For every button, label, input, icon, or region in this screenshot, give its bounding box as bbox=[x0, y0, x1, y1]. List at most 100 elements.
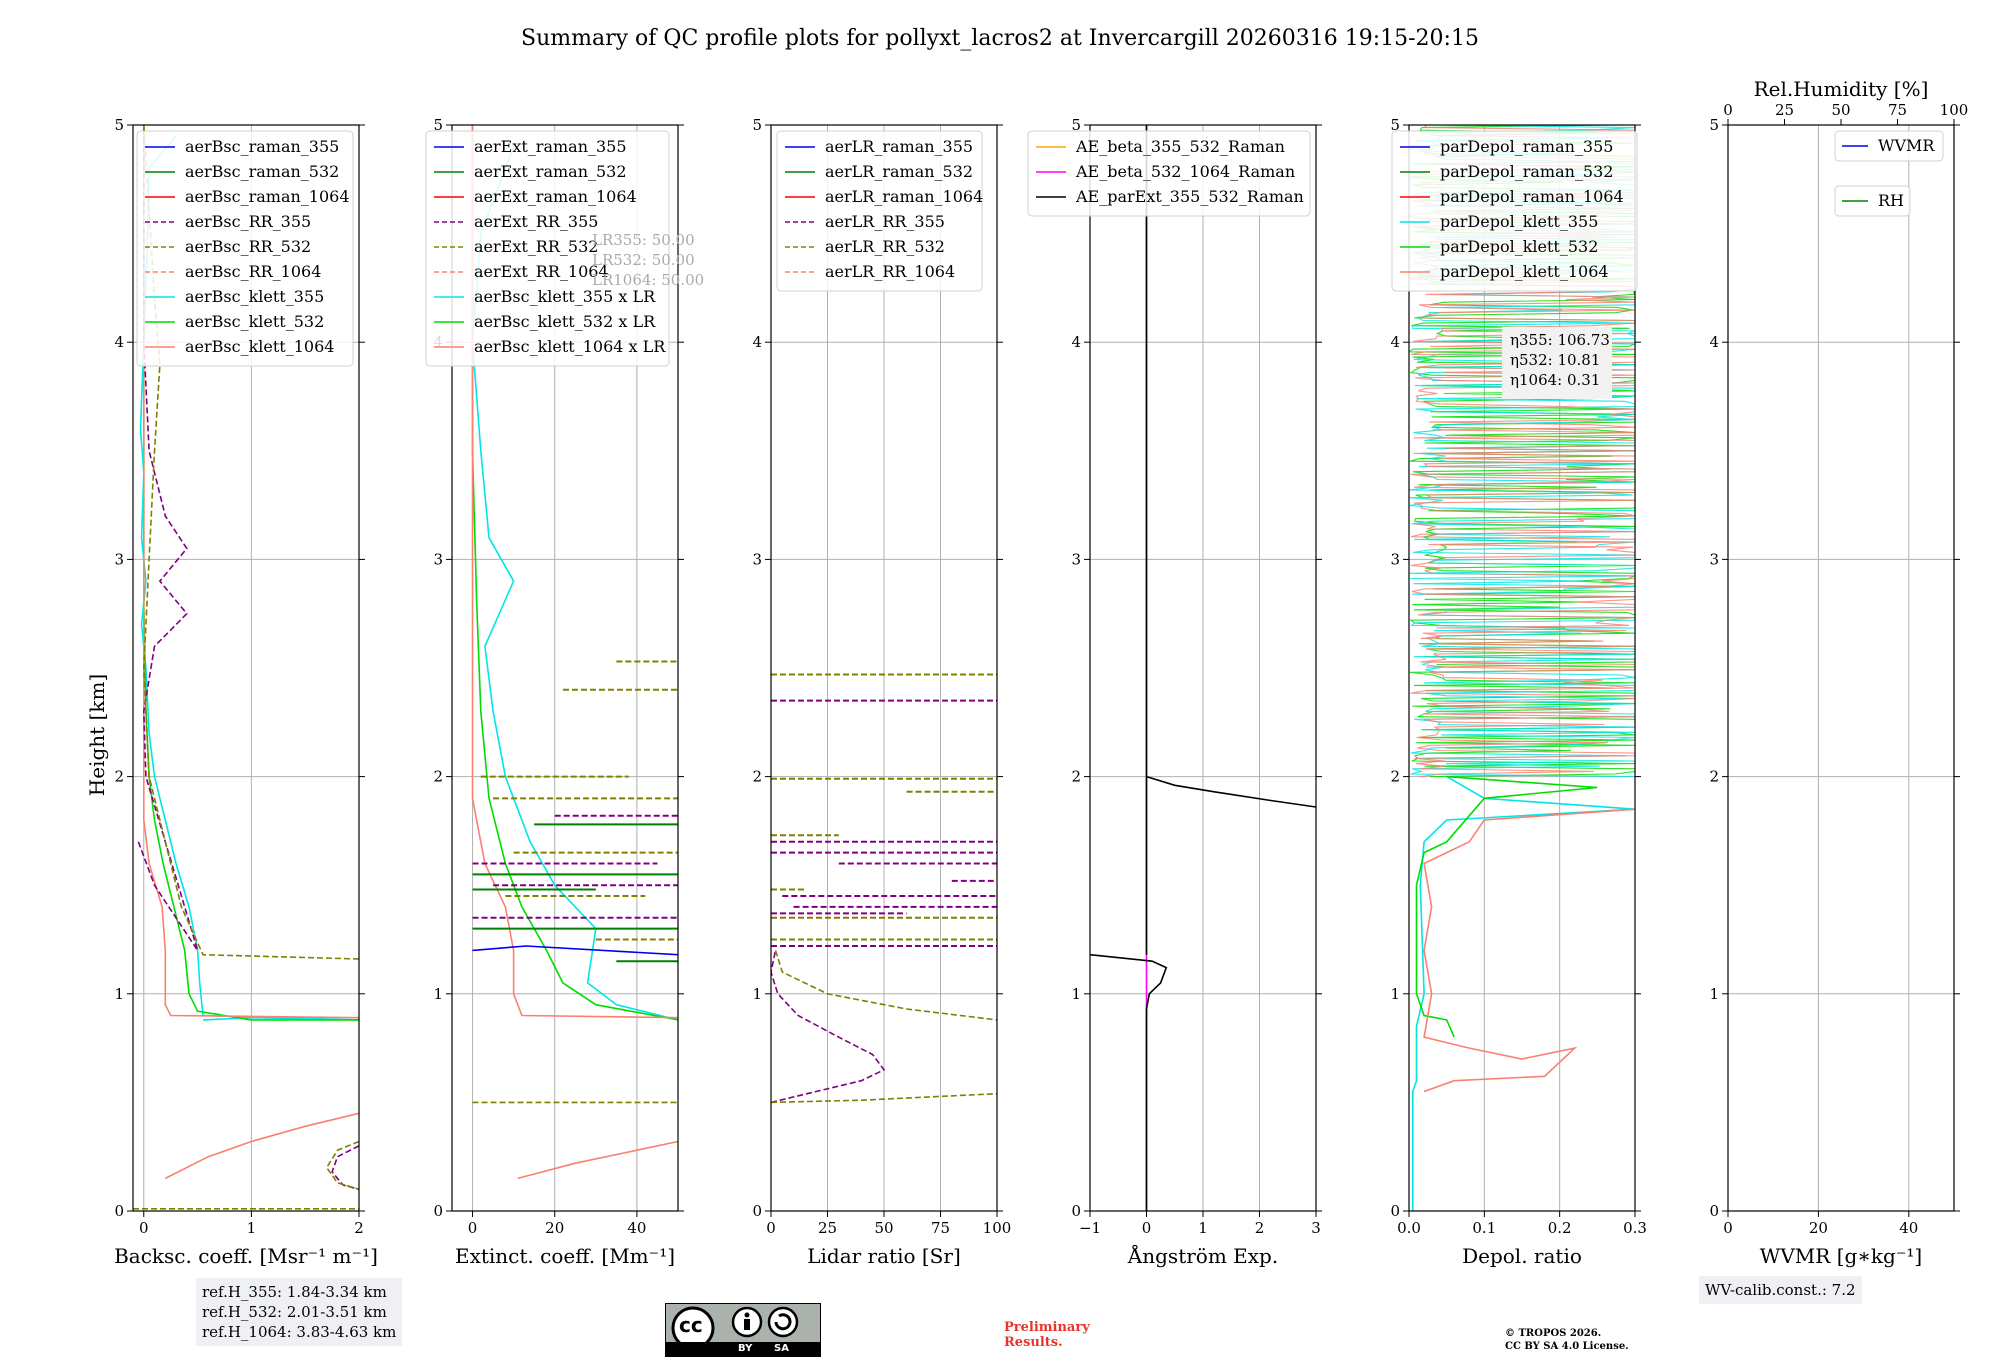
series-klett355 bbox=[1412, 775, 1635, 1211]
x-tick-label: 20 bbox=[545, 1219, 564, 1237]
y-tick-label: 1 bbox=[1071, 985, 1081, 1003]
series-group bbox=[771, 673, 997, 1104]
x-axis-title: Depol. ratio bbox=[1462, 1244, 1582, 1268]
y-tick-label: 4 bbox=[114, 333, 124, 351]
y-tick-label: 2 bbox=[433, 768, 443, 786]
annotation-line: η532: 10.81 bbox=[1510, 351, 1600, 369]
y-tick-label: 5 bbox=[1709, 116, 1719, 134]
legend-label: parDepol_klett_1064 bbox=[1440, 262, 1609, 281]
x-tick-label: 0 bbox=[139, 1219, 149, 1237]
legend-label: parDepol_klett_532 bbox=[1440, 237, 1598, 256]
legend-label: aerExt_raman_532 bbox=[474, 162, 627, 181]
y-tick-label: 5 bbox=[114, 116, 124, 134]
legend: parDepol_raman_355 parDepol_raman_532 parD… bbox=[1391, 130, 1638, 292]
x-tick-label: 20 bbox=[1809, 1219, 1828, 1237]
cc-text: cc bbox=[679, 1313, 703, 1337]
legend-label: aerLR_RR_355 bbox=[825, 212, 945, 231]
y-tick-label: 1 bbox=[433, 985, 443, 1003]
y-tick-label: 5 bbox=[1071, 116, 1081, 134]
x-tick-label: 1 bbox=[247, 1219, 257, 1237]
legend-label: AE_beta_532_1064_Raman bbox=[1075, 162, 1295, 181]
x-tick-label: 0.0 bbox=[1397, 1219, 1421, 1237]
y-axis-label: Height [km] bbox=[85, 674, 109, 796]
y-tick-label: 3 bbox=[433, 550, 443, 568]
y-tick-label: 2 bbox=[114, 768, 124, 786]
cc-license-badge: cc BY SA bbox=[665, 1303, 821, 1357]
y-tick-label: 3 bbox=[114, 550, 124, 568]
y-tick-label: 3 bbox=[1709, 550, 1719, 568]
ref-height-1064: ref.H_1064: 3.83-4.63 km bbox=[202, 1323, 397, 1341]
cc-by-label: BY bbox=[738, 1343, 753, 1354]
y-tick-label: 4 bbox=[1709, 333, 1719, 351]
axes-frame bbox=[132, 124, 360, 1212]
legend-label: WVMR bbox=[1878, 136, 1935, 155]
series-klett532 bbox=[1415, 775, 1598, 1038]
top-x-tick-label: 25 bbox=[1775, 101, 1794, 119]
y-tick-label: 1 bbox=[752, 985, 762, 1003]
x-tick-label: 0.2 bbox=[1548, 1219, 1572, 1237]
series-rr532curve2 bbox=[774, 950, 997, 1021]
x-tick-label: 100 bbox=[983, 1219, 1012, 1237]
top-x-tick-label: 50 bbox=[1831, 101, 1850, 119]
panel-depol: 0.0 0.1 0.2 0.3 0 1 2 3 4 5 Depol. ratio parDepol_r… bbox=[1390, 116, 1646, 1268]
y-tick-label: 3 bbox=[752, 550, 762, 568]
legend-box bbox=[1834, 130, 1944, 162]
series-ae_parExt_upper bbox=[1146, 775, 1316, 808]
series-group bbox=[1090, 125, 1316, 1211]
legend-box bbox=[1391, 130, 1638, 292]
annotation: LR355: 50.00 LR532: 50.00 LR1064: 50.00 bbox=[592, 231, 704, 289]
y-tick-label: 0 bbox=[433, 1202, 443, 1220]
legend-label: aerBsc_klett_532 bbox=[185, 312, 324, 331]
series-klett1064 bbox=[1423, 808, 1635, 1093]
series-rr355curve bbox=[771, 950, 886, 1104]
legend-label: aerLR_raman_355 bbox=[825, 137, 973, 156]
series-aerBsc_klett_1064_low bbox=[164, 1112, 359, 1180]
y-tick-label: 4 bbox=[752, 333, 762, 351]
legend-box bbox=[1834, 185, 1911, 217]
annotation: η355: 106.73 η532: 10.81 η1064: 0.31 bbox=[1502, 327, 1612, 399]
annotation-line: LR532: 50.00 bbox=[592, 251, 695, 269]
legend-box bbox=[1027, 130, 1311, 217]
x-tick-label: 0.3 bbox=[1623, 1219, 1647, 1237]
x-tick-label: 2 bbox=[354, 1219, 364, 1237]
y-tick-label: 2 bbox=[1390, 768, 1400, 786]
series-aerBsc_RR_355_low bbox=[331, 1145, 359, 1191]
x-axis-title: Backsc. coeff. [Msr⁻¹ m⁻¹] bbox=[114, 1244, 378, 1268]
legend-label: parDepol_klett_355 bbox=[1440, 212, 1598, 231]
legend-label: parDepol_raman_1064 bbox=[1440, 187, 1624, 206]
x-axis-title: Ångström Exp. bbox=[1127, 1243, 1278, 1268]
legend: aerExt_raman_355 aerExt_raman_532 aerExt_r… bbox=[425, 130, 670, 367]
copyright-line-1: © TROPOS 2026. bbox=[1505, 1328, 1602, 1339]
panel-wv: 0 20 40 0 1 2 3 4 5 WVMR [g∗kg⁻¹] 0 25 50 75 100 Rel.Hu… bbox=[1709, 77, 1968, 1268]
panel-ext: 02040012345Extinct. coeff. [Mm⁻¹]aerExt_… bbox=[425, 116, 704, 1268]
top-x-axis-title: Rel.Humidity [%] bbox=[1754, 77, 1929, 101]
ref-height-532: ref.H_532: 2.01-3.51 km bbox=[202, 1303, 387, 1321]
legend-label: AE_beta_355_532_Raman bbox=[1075, 137, 1285, 156]
axes-frame bbox=[1727, 124, 1955, 1212]
cc-sa-label: SA bbox=[774, 1343, 789, 1354]
y-tick-label: 5 bbox=[1390, 116, 1400, 134]
annotation-line: η355: 106.73 bbox=[1510, 331, 1610, 349]
y-tick-label: 0 bbox=[1390, 1202, 1400, 1220]
annotation-line: LR355: 50.00 bbox=[592, 231, 695, 249]
legend-label: aerExt_raman_355 bbox=[474, 137, 627, 156]
y-tick-label: 3 bbox=[1390, 550, 1400, 568]
legend-label: aerBsc_raman_1064 bbox=[185, 187, 350, 206]
annotation-box bbox=[1502, 327, 1612, 399]
y-tick-label: 0 bbox=[752, 1202, 762, 1220]
series-group bbox=[133, 125, 359, 1210]
series-group bbox=[471, 125, 678, 1180]
y-tick-label: 4 bbox=[1071, 333, 1081, 351]
legend-box bbox=[776, 130, 983, 292]
legend-label: aerBsc_klett_355 x LR bbox=[474, 287, 656, 306]
legend: AE_beta_355_532_Raman AE_beta_532_1064_Ra… bbox=[1027, 130, 1311, 217]
legend-label: aerLR_RR_1064 bbox=[825, 262, 955, 281]
y-tick-label: 0 bbox=[1709, 1202, 1719, 1220]
preliminary-line-2: Results. bbox=[1004, 1335, 1063, 1350]
legend: aerBsc_raman_355 aerBsc_raman_532 aerBsc_r… bbox=[136, 130, 354, 367]
y-tick-label: 5 bbox=[752, 116, 762, 134]
x-tick-label: 0 bbox=[468, 1219, 478, 1237]
y-tick-label: 5 bbox=[433, 116, 443, 134]
